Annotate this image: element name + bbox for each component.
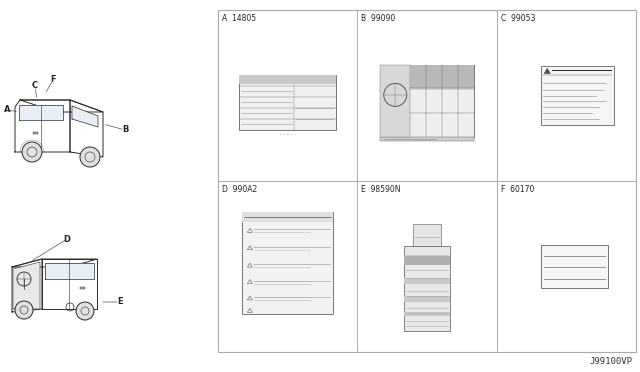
Bar <box>380 137 474 141</box>
Bar <box>413 224 441 249</box>
Text: D: D <box>63 234 70 244</box>
Text: F  60170: F 60170 <box>500 185 534 194</box>
Circle shape <box>80 147 100 167</box>
Bar <box>410 65 474 89</box>
Bar <box>404 246 450 331</box>
Bar <box>541 245 608 288</box>
Polygon shape <box>72 106 98 127</box>
Text: A: A <box>4 106 10 115</box>
Circle shape <box>22 142 42 162</box>
Text: B  99090: B 99090 <box>362 14 396 23</box>
Polygon shape <box>45 263 94 279</box>
Text: B: B <box>122 125 128 135</box>
Bar <box>380 65 474 137</box>
Polygon shape <box>544 68 550 73</box>
Bar <box>404 278 450 285</box>
Text: D  990A2: D 990A2 <box>222 185 257 194</box>
Text: - - • - -: - - • - - <box>280 132 296 137</box>
Text: F: F <box>50 76 56 84</box>
Bar <box>404 256 450 265</box>
Bar <box>33 132 38 134</box>
Text: E  98590N: E 98590N <box>362 185 401 194</box>
Bar <box>243 212 333 222</box>
Bar <box>80 287 85 289</box>
Circle shape <box>15 301 33 319</box>
Polygon shape <box>19 105 63 120</box>
Bar <box>404 296 450 302</box>
Polygon shape <box>13 262 40 309</box>
Text: C: C <box>32 81 38 90</box>
Bar <box>243 212 333 314</box>
Bar <box>404 312 450 316</box>
Bar <box>239 75 337 130</box>
Bar <box>380 65 410 137</box>
Bar <box>239 75 337 84</box>
Text: J99100VP: J99100VP <box>589 357 632 366</box>
Bar <box>218 10 636 352</box>
Text: E: E <box>117 298 123 307</box>
Text: C  99053: C 99053 <box>500 14 535 23</box>
Bar <box>541 67 614 125</box>
Circle shape <box>76 302 94 320</box>
Text: A  14805: A 14805 <box>222 14 256 23</box>
